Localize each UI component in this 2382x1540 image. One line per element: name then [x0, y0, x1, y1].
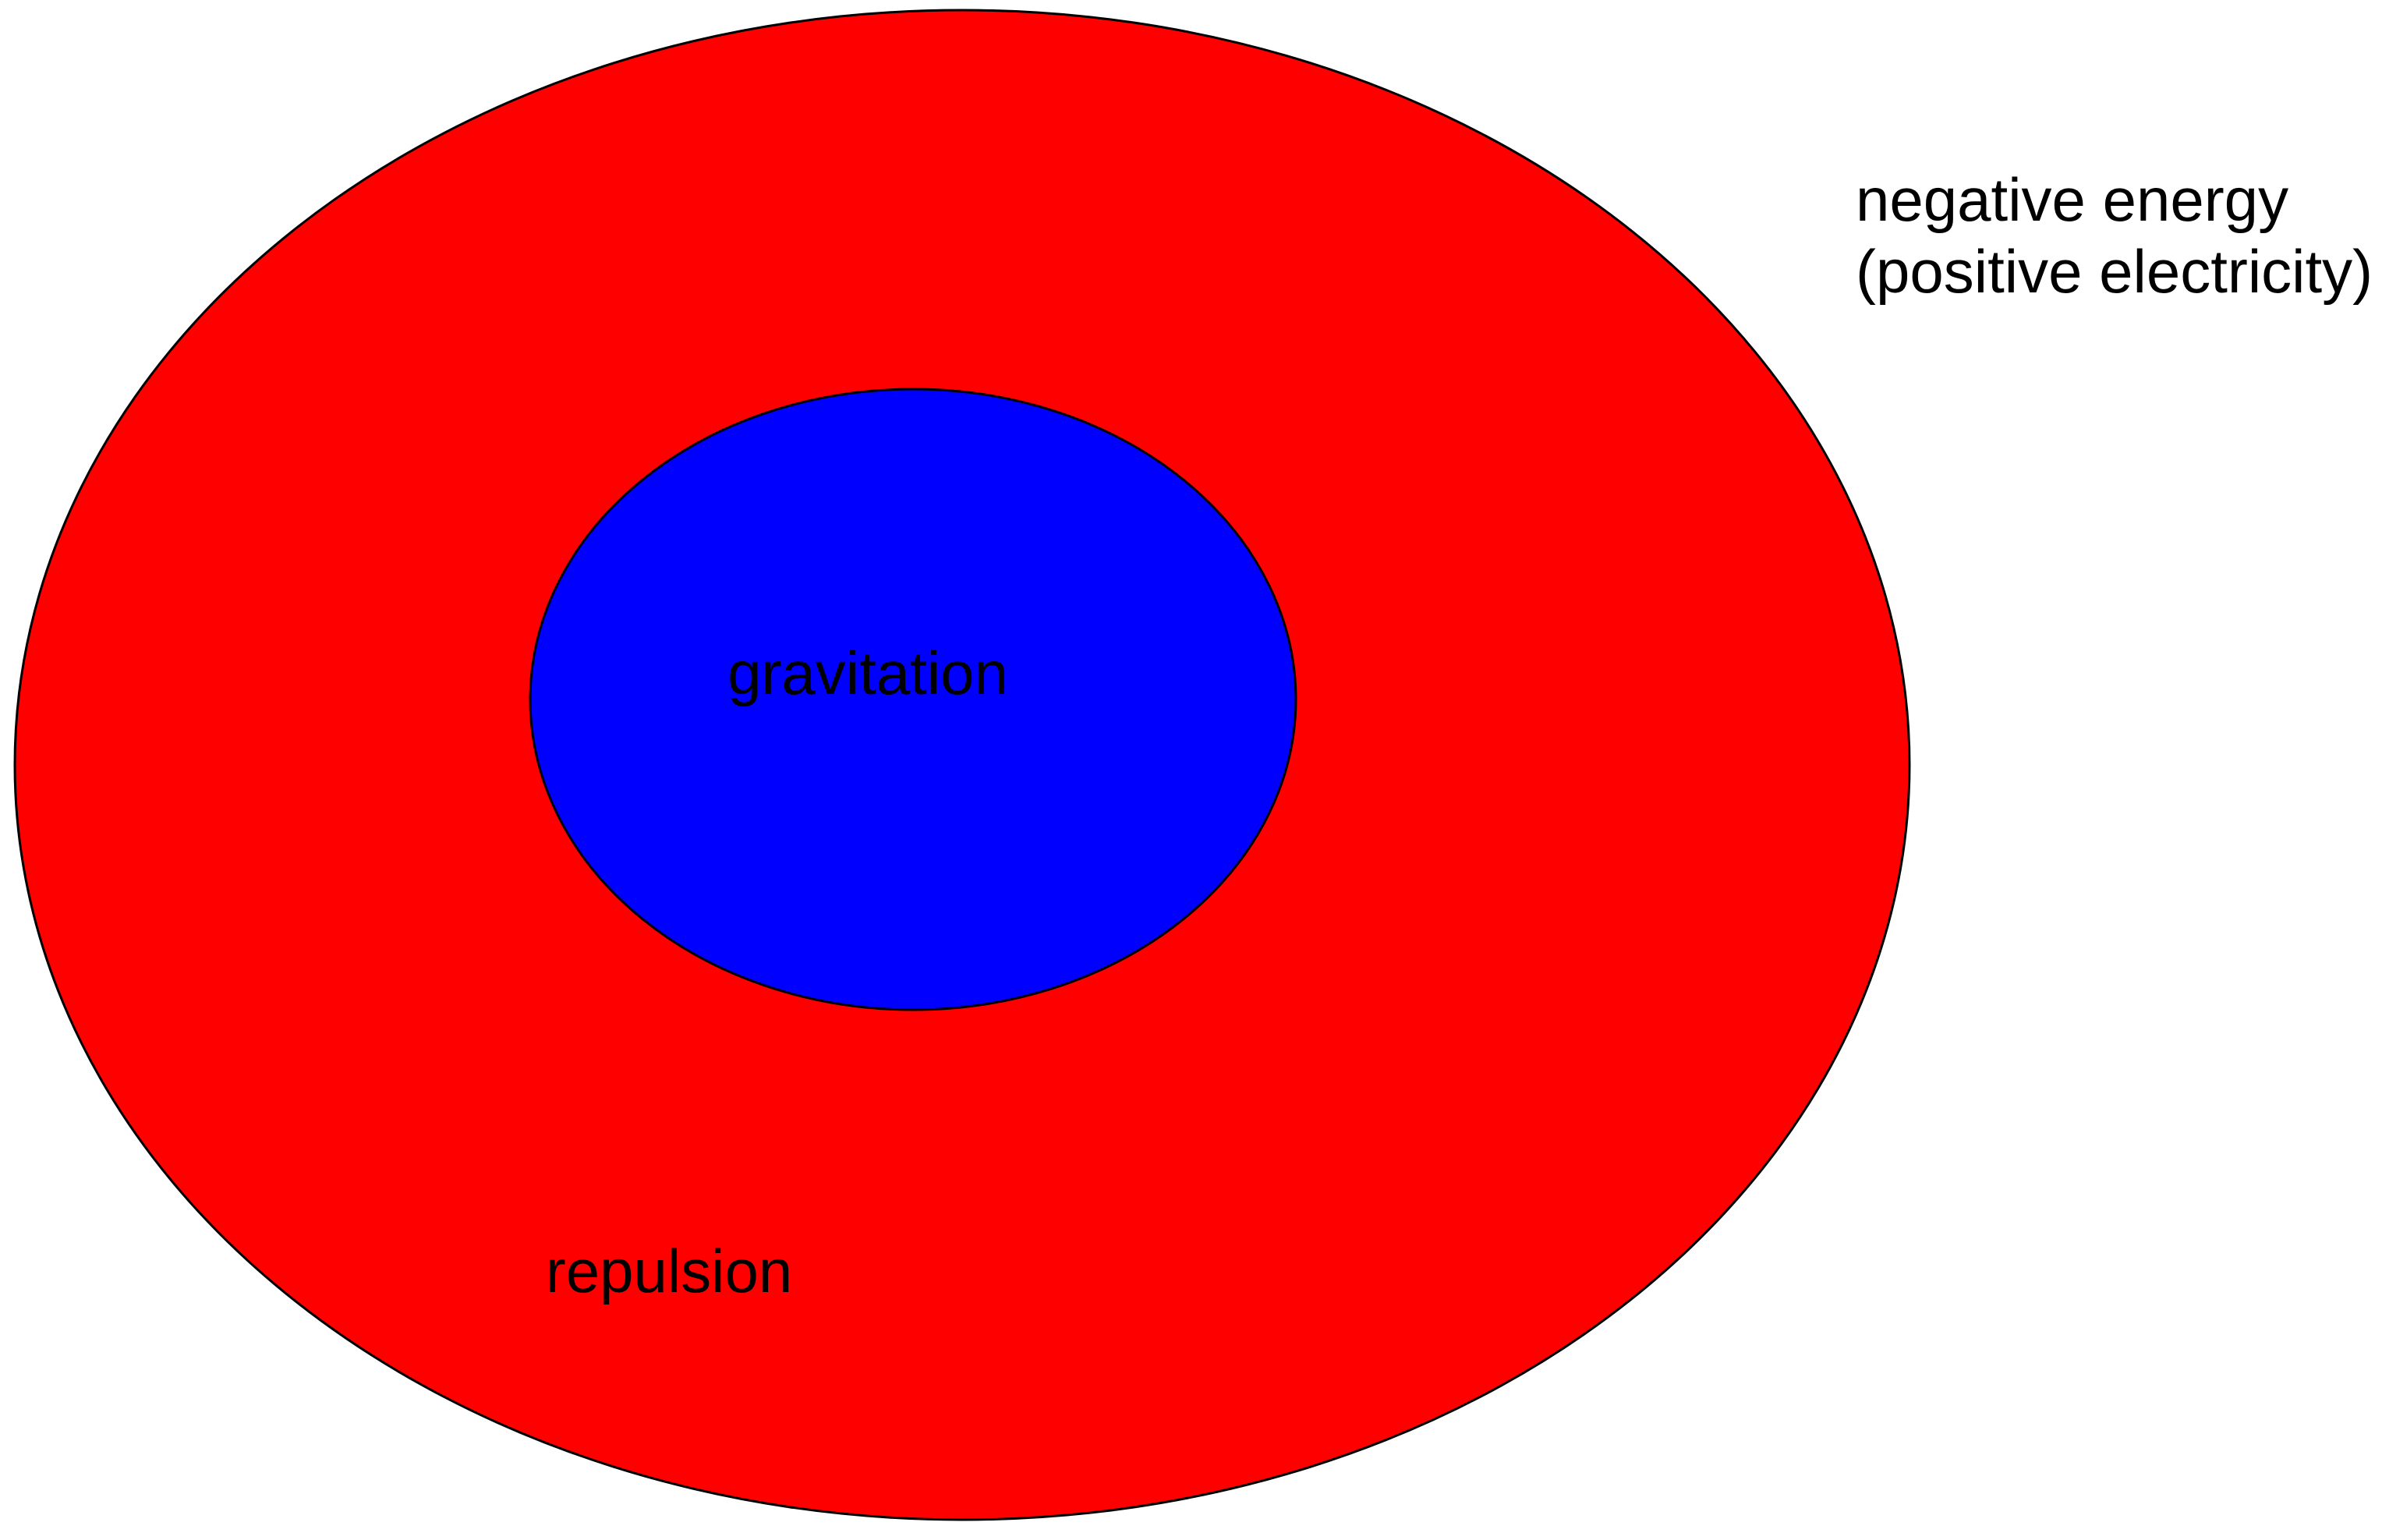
- inner-ellipse-gravitation: [529, 388, 1297, 1011]
- outer-ellipse-label: repulsion: [545, 1237, 793, 1305]
- outside-label-line2: (positive electricity): [1856, 237, 2373, 306]
- inner-ellipse-label: gravitation: [727, 639, 1008, 707]
- outside-label-line1: negative energy: [1856, 165, 2289, 234]
- outside-label: negative energy (positive electricity): [1856, 164, 2373, 307]
